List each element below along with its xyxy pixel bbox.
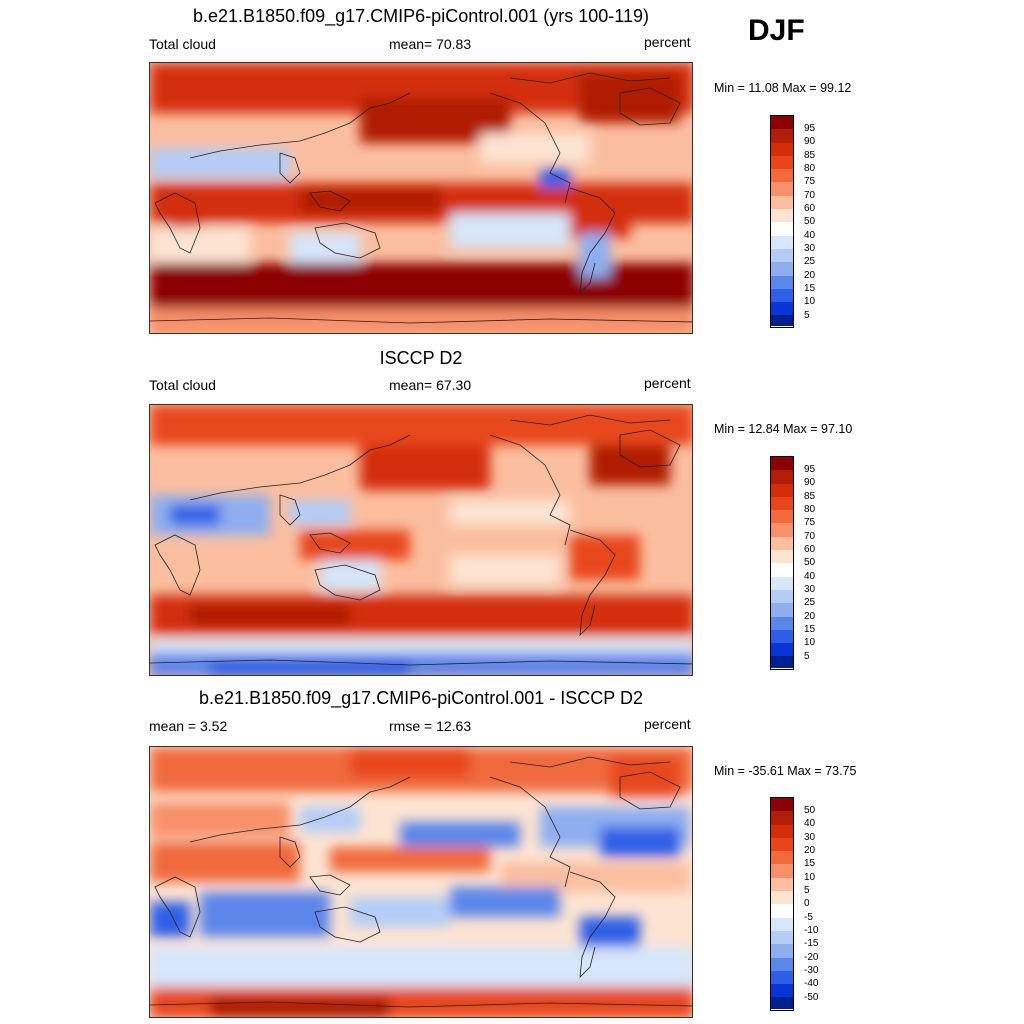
panel-1-units-label: percent: [644, 34, 691, 50]
panel-3-rmse-label: rmse = 12.63: [389, 718, 472, 734]
panel-1-colorbar-tick: 95: [804, 123, 816, 134]
panel-1-colorbar-tick: 70: [804, 190, 816, 201]
panel-1-minmax: Min = 11.08 Max = 99.12: [714, 81, 852, 95]
panel-1-variable-label: Total cloud: [149, 36, 216, 52]
panel-3-colorbar-tick: 30: [804, 832, 816, 843]
panel-2-colorbar-tick: 80: [804, 504, 816, 515]
panel-3-units-label: percent: [644, 716, 691, 732]
panel-2-map: [149, 404, 693, 676]
panel-1-colorbar-tick: 60: [804, 203, 816, 214]
panel-3-colorbar-tick: -40: [804, 978, 819, 989]
panel-3-colorbar-tick: 40: [804, 818, 816, 829]
panel-3-colorbar: [770, 797, 794, 1011]
season-label: DJF: [748, 14, 805, 47]
panel-3-colorbar-tick: 15: [804, 858, 816, 869]
panel-2-colorbar-tick: 30: [804, 584, 816, 595]
panel-2-colorbar: [770, 456, 794, 670]
panel-2-title: ISCCP D2: [379, 348, 463, 368]
panel-1-colorbar-tick: 85: [804, 150, 816, 161]
panel-1-colorbar-tick: 5: [804, 310, 810, 321]
panel-2-units-label: percent: [644, 375, 691, 391]
panel-2-colorbar-tick: 40: [804, 571, 816, 582]
panel-1-colorbar-tick: 40: [804, 230, 816, 241]
panel-1-colorbar-tick: 30: [804, 243, 816, 254]
panel-2-colorbar-tick: 95: [804, 464, 816, 475]
panel-3-colorbar-tick: -10: [804, 925, 819, 936]
panel-2-minmax: Min = 12.84 Max = 97.10: [714, 422, 853, 436]
panel-2-colorbar-tick: 75: [804, 517, 816, 528]
panel-2-colorbar-tick: 15: [804, 624, 816, 635]
panel-3-minmax: Min = -35.61 Max = 73.75: [714, 764, 857, 778]
panel-2-colorbar-tick: 5: [804, 651, 810, 662]
panel-3-colorbar-tick: 10: [804, 872, 816, 883]
panel-2-variable-label: Total cloud: [149, 377, 216, 393]
panel-2-colorbar-tick: 50: [804, 557, 816, 568]
panel-1-colorbar: [770, 115, 794, 328]
panel-3-colorbar-tick: -5: [804, 912, 813, 923]
panel-1-colorbar-tick: 90: [804, 136, 816, 147]
panel-3-colorbar-tick: 5: [804, 885, 810, 896]
panel-3-colorbar-tick: -20: [804, 952, 819, 963]
panel-3-colorbar-tick: 50: [804, 805, 816, 816]
panel-2-colorbar-tick: 85: [804, 491, 816, 502]
panel-3-mean-label: mean = 3.52: [149, 718, 228, 734]
panel-1-title: b.e21.B1850.f09_g17.CMIP6-piControl.001 …: [193, 6, 649, 26]
panel-2-colorbar-tick: 60: [804, 544, 816, 555]
panel-3-colorbar-tick: 0: [804, 898, 810, 909]
panel-2-colorbar-tick: 25: [804, 597, 816, 608]
panel-2-mean-label: mean= 67.30: [389, 377, 472, 393]
panel-3-title: b.e21.B1850.f09_g17.CMIP6-piControl.001 …: [199, 688, 643, 708]
panel-3-colorbar-tick: -50: [804, 992, 819, 1003]
panel-1-colorbar-tick: 10: [804, 296, 816, 307]
panel-1-colorbar-tick: 50: [804, 216, 816, 227]
panel-1-map: [149, 62, 693, 334]
panel-3-map: [149, 746, 693, 1018]
panel-2-colorbar-tick: 90: [804, 477, 816, 488]
panel-2-colorbar-tick: 70: [804, 531, 816, 542]
panel-1-colorbar-tick: 80: [804, 163, 816, 174]
panel-3-colorbar-tick: -30: [804, 965, 819, 976]
panel-1-colorbar-tick: 15: [804, 283, 816, 294]
panel-1-colorbar-tick: 20: [804, 270, 816, 281]
panel-2-colorbar-tick: 10: [804, 637, 816, 648]
panel-3-colorbar-tick: -15: [804, 938, 819, 949]
panel-1-colorbar-tick: 75: [804, 176, 816, 187]
panel-3-colorbar-tick: 20: [804, 845, 816, 856]
panel-1-colorbar-tick: 25: [804, 256, 816, 267]
panel-1-mean-label: mean= 70.83: [389, 36, 472, 52]
panel-2-colorbar-tick: 20: [804, 611, 816, 622]
